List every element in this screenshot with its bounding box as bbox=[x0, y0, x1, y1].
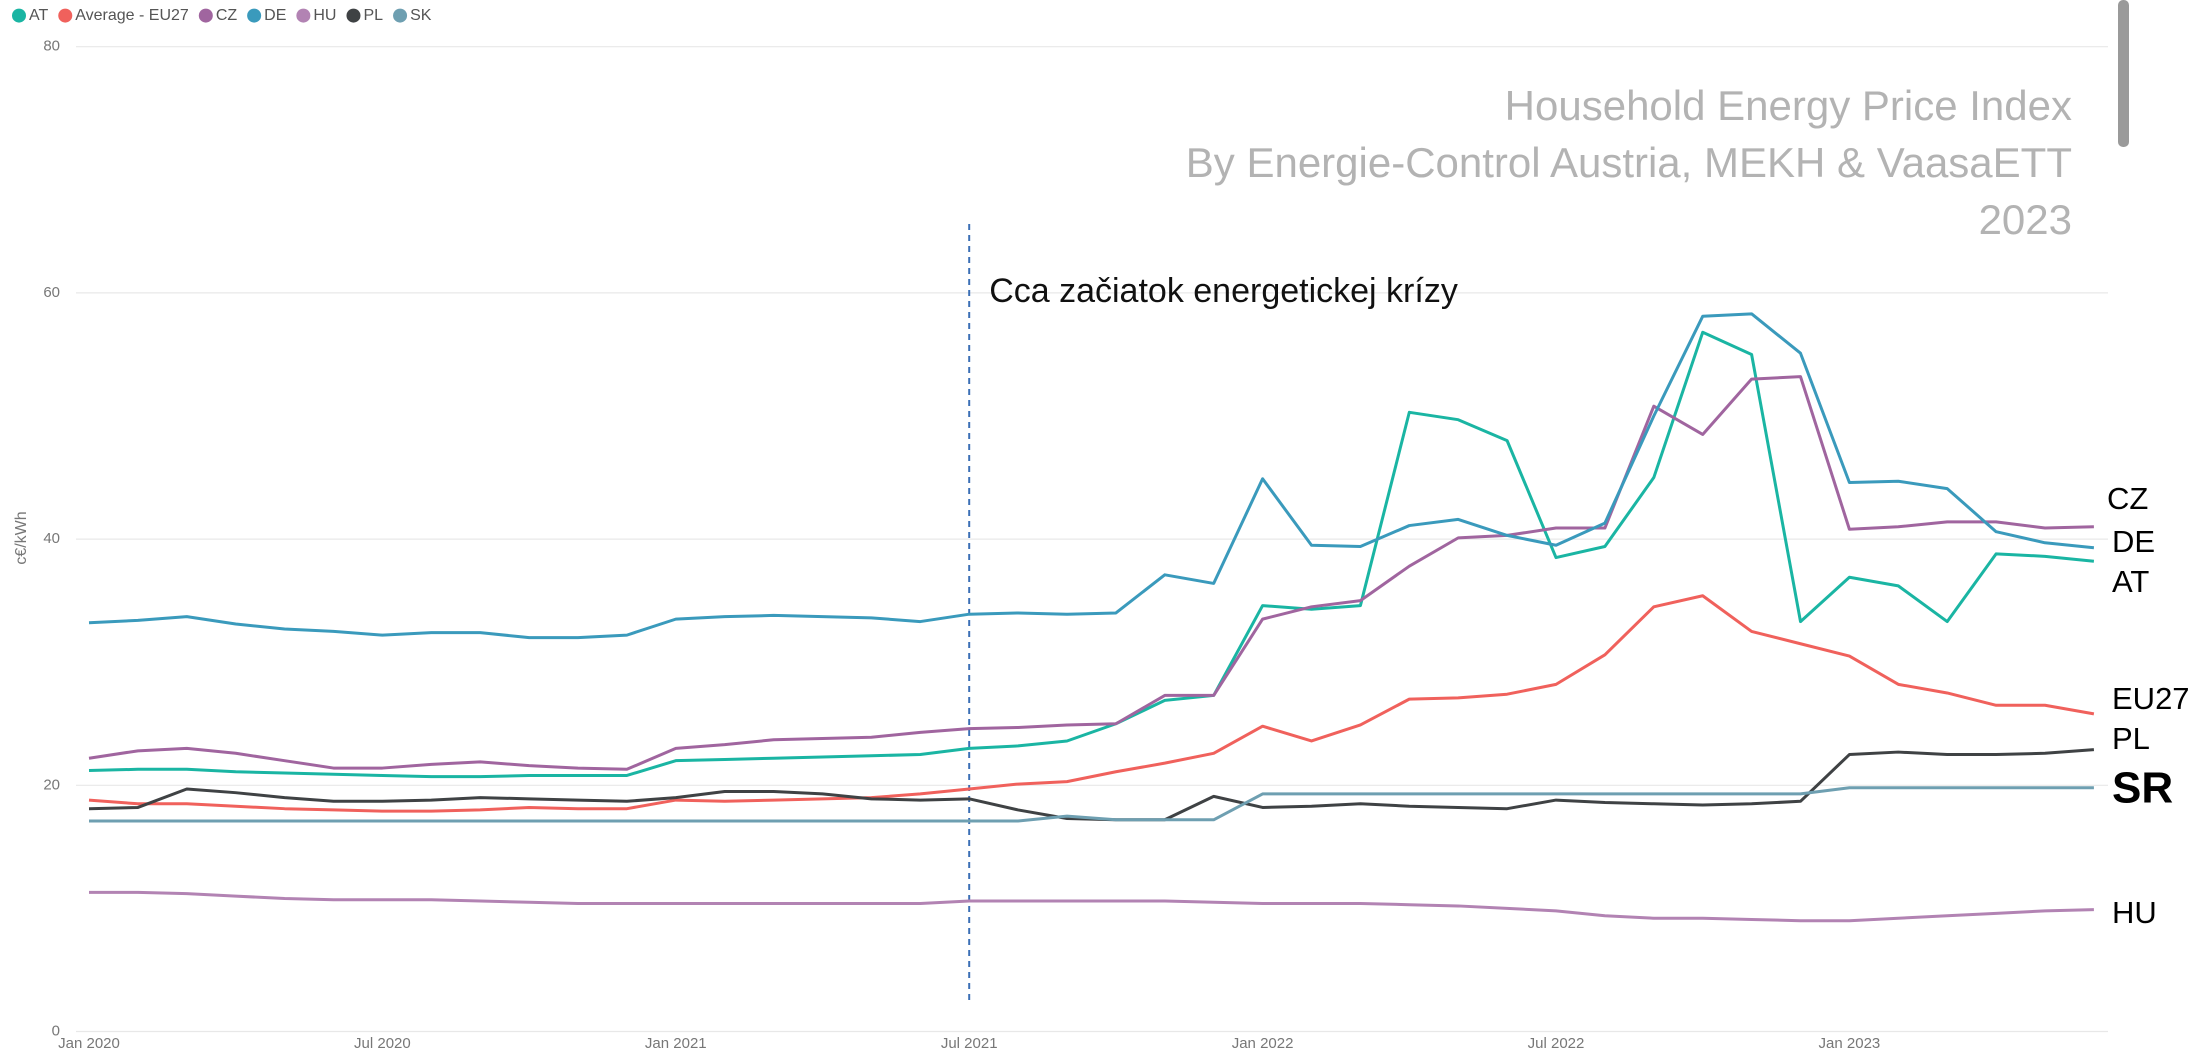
legend-label: PL bbox=[363, 7, 383, 24]
legend-marker bbox=[198, 8, 213, 23]
legend-marker bbox=[247, 8, 262, 23]
chart-title: Household Energy Price Index bbox=[1505, 82, 2072, 129]
y-tick-label: 0 bbox=[52, 1022, 60, 1039]
end-label: HU bbox=[2112, 895, 2157, 930]
series-line bbox=[88, 375, 2094, 771]
series-line bbox=[89, 890, 2094, 923]
end-label: CZ bbox=[2107, 481, 2148, 516]
annotation-text: Cca začiatok energetickej krízy bbox=[989, 272, 1458, 310]
legend-label: AT bbox=[29, 7, 48, 24]
legend-marker bbox=[296, 8, 311, 23]
x-tick-label: Jan 2022 bbox=[1232, 1035, 1294, 1051]
legend-marker bbox=[12, 8, 26, 23]
end-label: DE bbox=[2112, 524, 2155, 559]
y-tick-label: 80 bbox=[43, 38, 60, 55]
legend-marker bbox=[346, 8, 361, 23]
y-tick-label: 40 bbox=[43, 530, 60, 547]
y-tick-label: 20 bbox=[43, 776, 60, 793]
chart-title: 2023 bbox=[1979, 196, 2072, 243]
x-tick-label: Jan 2023 bbox=[1819, 1035, 1881, 1051]
series-line bbox=[88, 312, 2095, 640]
end-label: EU27 bbox=[2112, 681, 2190, 716]
y-tick-label: 60 bbox=[43, 284, 60, 301]
series-line bbox=[88, 594, 2095, 813]
chart-title: By Energie-Control Austria, MEKH & Vaasa… bbox=[1186, 139, 2072, 186]
legend-marker bbox=[58, 8, 73, 23]
legend-label: DE bbox=[264, 7, 286, 24]
legend-marker bbox=[393, 8, 408, 23]
x-tick-label: Jul 2022 bbox=[1528, 1035, 1585, 1051]
end-label: SR bbox=[2112, 764, 2173, 813]
x-tick-label: Jan 2021 bbox=[645, 1035, 707, 1051]
y-axis-label: c€/kWh bbox=[13, 511, 30, 564]
legend-label: HU bbox=[313, 7, 336, 24]
legend-label: Average - EU27 bbox=[75, 7, 189, 24]
series-line bbox=[89, 786, 2094, 823]
x-tick-label: Jul 2021 bbox=[941, 1035, 998, 1051]
scrollbar[interactable] bbox=[2118, 0, 2129, 147]
legend-label: CZ bbox=[216, 7, 238, 24]
end-label: PL bbox=[2112, 721, 2150, 756]
x-tick-label: Jul 2020 bbox=[354, 1035, 411, 1051]
x-tick-label: Jan 2020 bbox=[58, 1035, 120, 1051]
series-line bbox=[88, 748, 2095, 822]
legend-label: SK bbox=[410, 7, 432, 24]
series-line bbox=[88, 330, 2095, 779]
end-label: AT bbox=[2112, 564, 2149, 599]
